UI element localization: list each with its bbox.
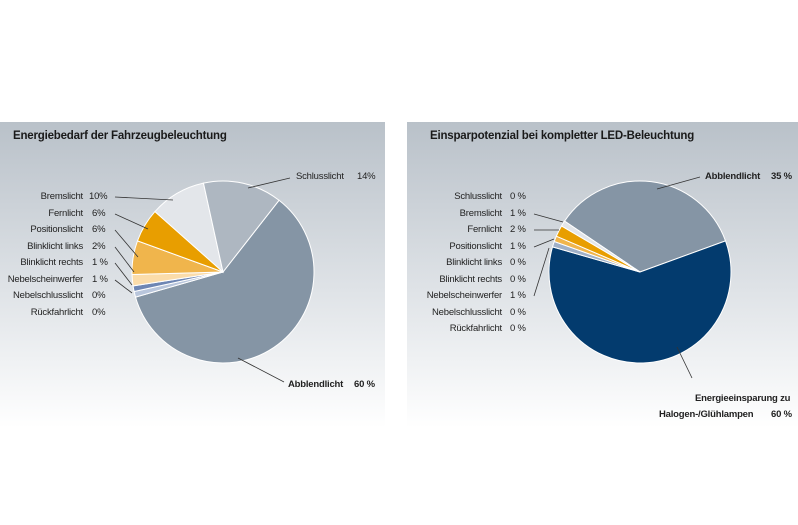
chart-title: Energiebedarf der Fahrzeugbeleuchtung <box>13 130 227 142</box>
pie-slice-energieeinsparung-zu-halogen-gl-hlampen <box>548 240 732 364</box>
value-fernlicht: 2 % <box>510 224 526 235</box>
value-bremslicht: 10% <box>89 191 108 202</box>
value-fernlicht: 6% <box>92 208 106 219</box>
label-blinklicht-rechts: Blinklicht rechts <box>20 257 83 268</box>
label-nebelschlusslicht: Nebelschlusslicht <box>432 307 502 318</box>
value-rueckfahrlicht: 0% <box>92 307 106 318</box>
label-bremslicht: Bremslicht <box>40 191 84 202</box>
value-nebelschlusslicht: 0% <box>92 290 106 301</box>
label-abblendlicht: Abblendlicht <box>288 379 344 390</box>
label-rueckfahrlicht: Rückfahrlicht <box>30 307 84 318</box>
value-schlusslicht: 0 % <box>510 191 526 202</box>
value-nebelschlusslicht: 0 % <box>510 307 526 318</box>
value-positionslicht: 6% <box>92 224 106 235</box>
leader-lines <box>533 176 701 379</box>
pie-slice-schlusslicht <box>202 180 280 274</box>
chart-panel-energy-demand: Energiebedarf der Fahrzeugbeleuchtung Br… <box>0 122 385 428</box>
value-positionslicht: 1 % <box>510 241 526 252</box>
value-blinklicht-rechts: 0 % <box>510 274 526 285</box>
label-positionslicht: Positionslicht <box>30 224 83 235</box>
value-schlusslicht: 14% <box>357 171 376 182</box>
leader-lines <box>114 177 291 383</box>
pie-slice-bremslicht <box>560 220 641 273</box>
value-abblendlicht: 35 % <box>771 171 792 182</box>
leader-line <box>676 346 693 379</box>
value-nebelscheinwerfer: 1 % <box>510 290 526 301</box>
leader-line <box>533 238 555 248</box>
label-blinklicht-links: Blinklicht links <box>446 257 502 268</box>
leader-line <box>114 196 174 201</box>
value-blinklicht-rechts: 1 % <box>92 257 108 268</box>
leader-line <box>237 357 285 383</box>
label-rueckfahrlicht: Rückfahrlicht <box>449 323 503 334</box>
label-energy-saving-line2: Halogen-/Glühlampen <box>659 409 754 420</box>
label-bremslicht: Bremslicht <box>459 208 503 219</box>
leader-line <box>656 176 701 190</box>
value-blinklicht-links: 0 % <box>510 257 526 268</box>
leader-line <box>114 262 133 286</box>
pie-chart <box>114 177 315 383</box>
leader-line <box>533 247 550 297</box>
value-bremslicht: 1 % <box>510 208 526 219</box>
value-blinklicht-links: 2% <box>92 241 106 252</box>
value-rueckfahrlicht: 0 % <box>510 323 526 334</box>
label-schlusslicht: Schlusslicht <box>454 191 502 202</box>
label-nebelscheinwerfer: Nebelscheinwerfer <box>426 290 502 301</box>
value-energy-saving: 60 % <box>771 409 792 420</box>
pie-chart <box>533 176 732 379</box>
value-nebelscheinwerfer: 1 % <box>92 274 108 285</box>
leader-line <box>533 213 564 223</box>
label-nebelscheinwerfer: Nebelscheinwerfer <box>7 274 83 285</box>
pie-slice-abblendlicht <box>134 199 315 364</box>
leader-line <box>114 229 139 258</box>
leader-line <box>114 279 133 294</box>
label-abblendlicht: Abblendlicht <box>705 171 761 182</box>
pie-slice-abblendlicht <box>563 180 727 273</box>
label-blinklicht-links: Blinklicht links <box>27 241 83 252</box>
label-energy-saving-line1: Energieeinsparung zu <box>695 393 791 404</box>
label-schlusslicht: Schlusslicht <box>296 171 344 182</box>
label-nebelschlusslicht: Nebelschlusslicht <box>13 290 83 301</box>
chart-title: Einsparpotenzial bei kompletter LED-Bele… <box>430 130 695 142</box>
value-abblendlicht: 60 % <box>354 379 375 390</box>
leader-line <box>114 246 135 273</box>
label-fernlicht: Fernlicht <box>467 224 502 235</box>
label-blinklicht-rechts: Blinklicht rechts <box>439 274 502 285</box>
leader-line <box>114 213 149 230</box>
label-positionslicht: Positionslicht <box>449 241 502 252</box>
leader-line <box>247 177 291 189</box>
label-fernlicht: Fernlicht <box>48 208 83 219</box>
chart-panel-led-savings: Einsparpotenzial bei kompletter LED-Bele… <box>407 122 798 428</box>
